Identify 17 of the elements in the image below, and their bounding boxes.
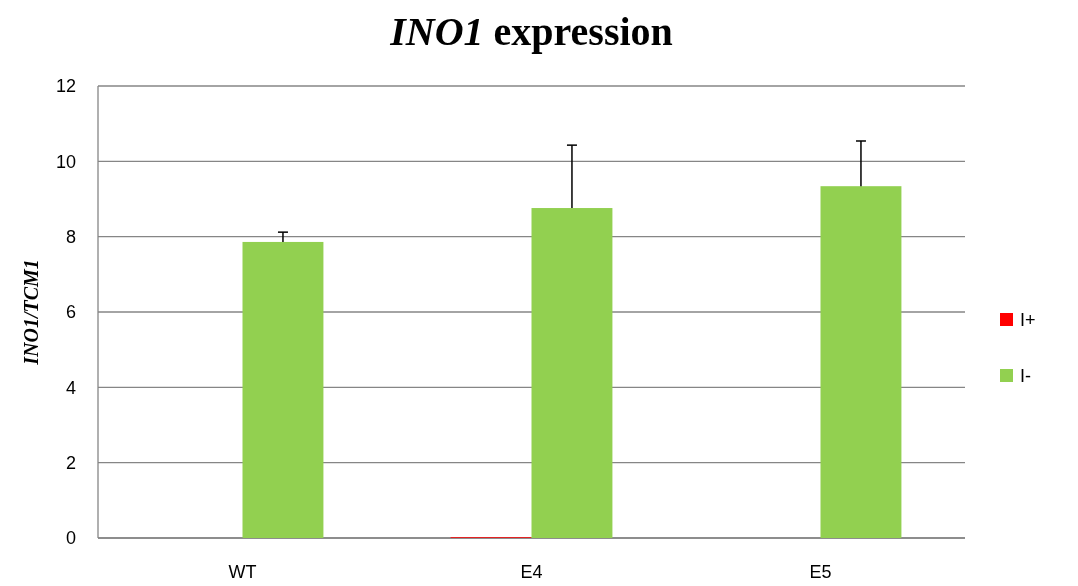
legend-label: I+ <box>1020 310 1036 331</box>
legend-label: I- <box>1020 366 1031 387</box>
bar <box>242 241 324 538</box>
y-tick-label: 6 <box>65 302 76 323</box>
bar <box>820 186 902 538</box>
x-tick-label: E5 <box>809 562 832 582</box>
y-tick-label: 2 <box>65 452 76 473</box>
bar <box>531 208 613 538</box>
x-tick-label: E4 <box>520 562 543 582</box>
y-tick-label: 4 <box>65 377 76 398</box>
y-tick-label: 8 <box>65 226 76 247</box>
chart-title: INO1 expression <box>389 9 673 54</box>
x-tick-label: WT <box>228 562 257 582</box>
y-axis-title: INO1/TCM1 <box>20 259 42 366</box>
y-tick-label: 0 <box>65 528 76 549</box>
y-tick-label: 12 <box>55 76 76 97</box>
y-tick-label: 10 <box>55 151 76 172</box>
